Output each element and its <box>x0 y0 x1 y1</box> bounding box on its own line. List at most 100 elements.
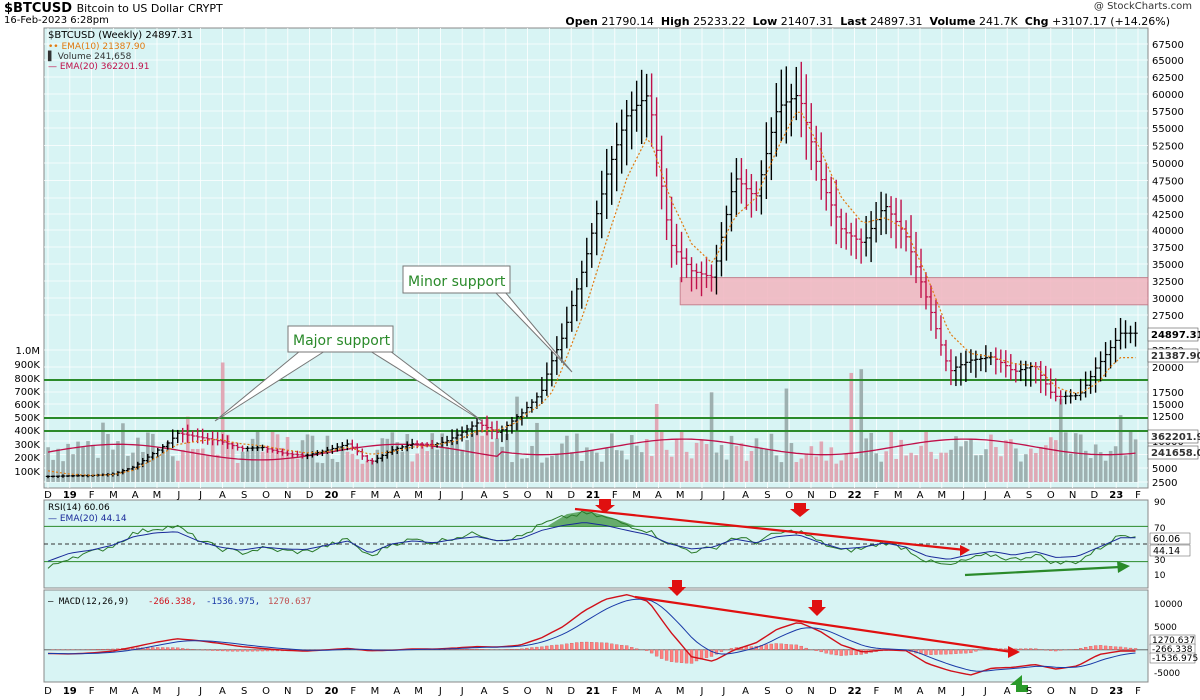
volume-bar <box>739 443 744 482</box>
x-tick-bottom: A <box>481 686 488 697</box>
price-tick: 67500 <box>1152 40 1184 51</box>
macd-hist-bar <box>794 644 798 650</box>
volume-bar <box>874 453 879 482</box>
volume-bar <box>465 440 469 482</box>
price-tick: 17500 <box>1152 388 1184 399</box>
macd-badge: -266.338 <box>1152 645 1193 655</box>
macd-hist-bar <box>954 649 958 654</box>
volume-bar <box>819 441 824 482</box>
macd-hist-bar <box>186 648 190 650</box>
price-tick: 55000 <box>1152 124 1184 135</box>
x-tick: 21 <box>586 490 600 501</box>
x-tick: D <box>567 490 575 501</box>
volume-tick: 900K <box>14 360 40 371</box>
macd-hist-bar <box>1103 645 1108 650</box>
macd-hist-bar <box>1128 647 1133 650</box>
rsi-trend-arrowhead <box>960 545 970 556</box>
macd-hist-bar <box>789 644 793 650</box>
volume-bar <box>729 435 734 482</box>
x-tick-bottom: M <box>371 686 380 697</box>
macd-hist-bar <box>1108 646 1113 650</box>
volume-bar <box>979 455 983 482</box>
volume-bar <box>310 435 315 482</box>
volume-bar <box>455 431 459 482</box>
volume-bar <box>280 447 285 482</box>
x-tick-bottom: J <box>198 686 202 697</box>
volume-bar <box>290 454 295 482</box>
macd-hist-bar <box>1054 649 1058 652</box>
volume-bar <box>490 441 494 482</box>
macd-hist-bar <box>1133 648 1138 650</box>
volume-bar <box>864 438 869 482</box>
x-tick: O <box>1047 490 1055 501</box>
price-tick: 42500 <box>1152 210 1184 221</box>
volume-bar <box>320 463 325 482</box>
volume-bar <box>1068 453 1073 482</box>
volume-bar <box>205 454 210 482</box>
macd-hist-bar <box>101 649 105 650</box>
volume-bar <box>1058 398 1063 482</box>
macd-hist-bar <box>250 649 255 652</box>
minor-support-pointer <box>494 291 573 373</box>
macd-hist-bar <box>1088 646 1093 650</box>
low-value: 21407.31 <box>780 15 834 28</box>
volume-bar <box>255 431 260 482</box>
volume-bar <box>435 449 440 482</box>
volume-bar <box>909 452 913 482</box>
volume-bar <box>171 456 175 482</box>
rsi-ema-badge-bg <box>1149 544 1191 557</box>
x-tick: S <box>503 490 509 501</box>
volume-bar <box>590 450 594 482</box>
macd-hist-bar <box>1049 649 1053 651</box>
symbol-name: Bitcoin to US Dollar <box>76 2 184 15</box>
macd-hist-bar <box>719 649 724 652</box>
macd-hist-bar <box>520 648 524 650</box>
x-tick-bottom: O <box>785 686 793 697</box>
volume-bar <box>1108 450 1113 482</box>
macd-hist-bar <box>779 643 783 650</box>
rsi-tick: 10 <box>1154 571 1166 581</box>
volume-bar <box>515 396 519 482</box>
volume-bar <box>1019 461 1023 482</box>
macd-hist-bar <box>709 649 714 657</box>
macd-hist-bar <box>674 649 679 663</box>
volume-bar <box>390 432 395 482</box>
volume-bar <box>619 450 624 482</box>
volume-bar <box>440 433 444 482</box>
macd-hist-bar <box>545 645 549 650</box>
volume-bars <box>46 362 1138 482</box>
x-tick-bottom: J <box>176 686 180 697</box>
macd-hist-bar <box>595 642 599 650</box>
macd-hist-bar <box>176 647 180 650</box>
macd-hist-bar <box>465 649 469 650</box>
volume-bar <box>734 445 739 482</box>
volume-bar <box>185 416 190 482</box>
volume-bar <box>505 433 509 482</box>
volume-bar <box>674 439 679 482</box>
rsi-legend: RSI(14) 60.06 <box>48 503 110 513</box>
volume-bar <box>365 460 370 482</box>
volume-bar <box>1123 455 1128 482</box>
last-value: 24897.31 <box>870 15 923 28</box>
volume-bar <box>350 453 355 482</box>
volume-bar <box>1044 445 1048 482</box>
volume-bar <box>704 444 709 482</box>
symbol-title: $BTCUSD Bitcoin to US Dollar CRYPT <box>4 1 223 16</box>
x-tick: M <box>937 490 946 501</box>
volume-bar <box>834 463 839 482</box>
volume-bar <box>999 456 1003 482</box>
macd-hist-bar <box>260 649 265 652</box>
volume-bar <box>829 447 834 482</box>
major-support-pointer <box>214 350 326 422</box>
volume-bar <box>849 372 854 482</box>
volume-bar <box>560 443 564 482</box>
chart-header: $BTCUSD Bitcoin to US Dollar CRYPT 16-Fe… <box>0 0 1200 28</box>
volume-bar <box>969 438 973 482</box>
macd-hist-bar <box>156 647 160 650</box>
volume-bar <box>415 453 420 482</box>
x-tick: N <box>546 490 553 501</box>
x-tick: O <box>524 490 532 501</box>
macd-hist-bar <box>515 648 519 650</box>
volume-bar <box>954 436 958 482</box>
x-tick-bottom: 20 <box>324 686 338 697</box>
